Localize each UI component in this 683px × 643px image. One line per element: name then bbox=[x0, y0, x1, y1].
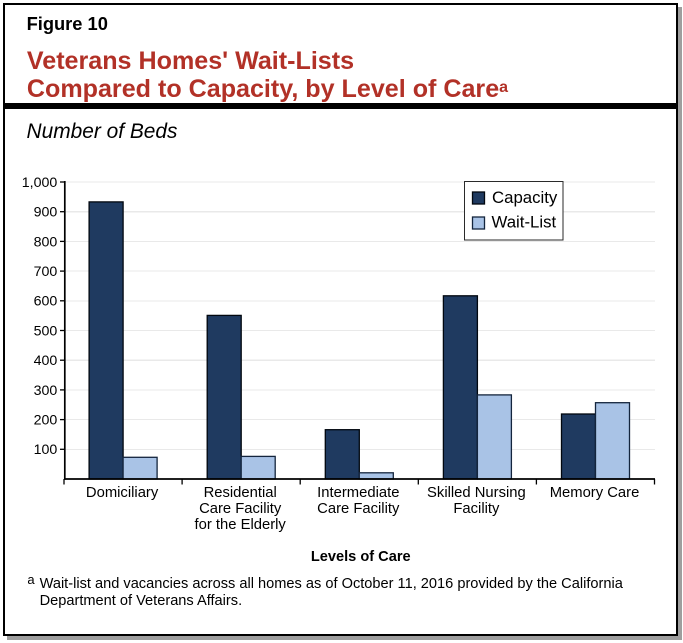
svg-text:100: 100 bbox=[34, 442, 58, 458]
svg-text:600: 600 bbox=[34, 294, 58, 310]
svg-text:Wait-List: Wait-List bbox=[492, 212, 557, 231]
svg-text:300: 300 bbox=[34, 383, 58, 399]
svg-text:500: 500 bbox=[34, 323, 58, 339]
svg-text:700: 700 bbox=[34, 264, 58, 280]
svg-text:1,000: 1,000 bbox=[22, 175, 58, 191]
svg-text:200: 200 bbox=[34, 413, 58, 429]
svg-text:400: 400 bbox=[34, 353, 58, 369]
svg-text:Capacity: Capacity bbox=[492, 188, 558, 207]
svg-text:900: 900 bbox=[34, 205, 58, 221]
svg-text:800: 800 bbox=[34, 234, 58, 250]
